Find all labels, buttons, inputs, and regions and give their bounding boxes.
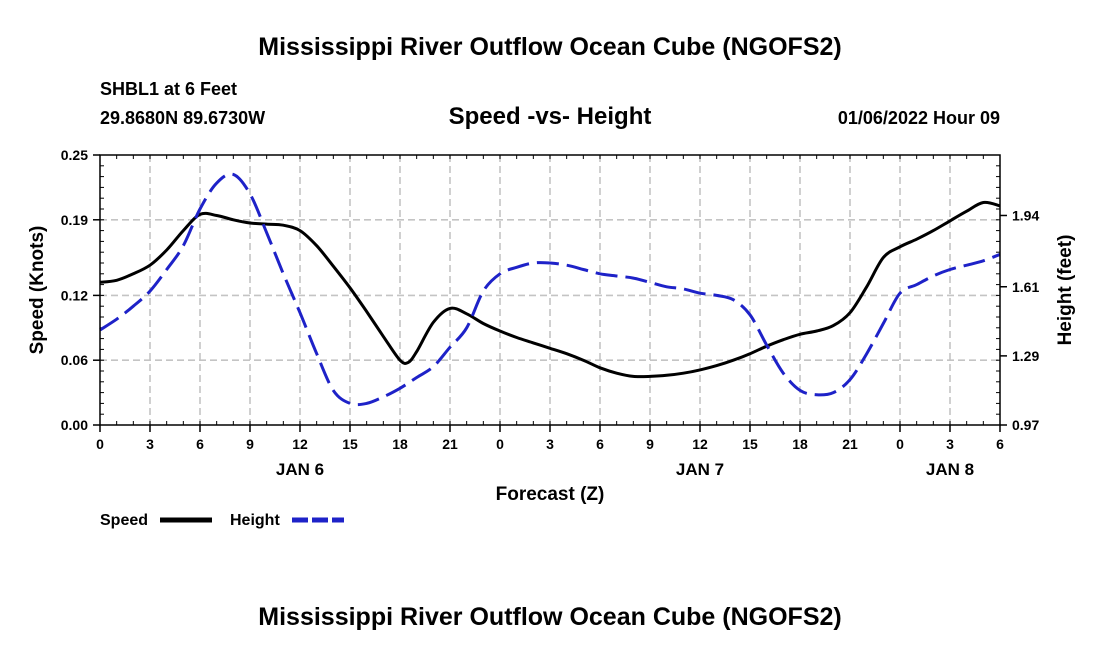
- day-labels: JAN 6 JAN 7 JAN 8: [276, 460, 974, 479]
- y-left-tick-label: 0.06: [61, 352, 88, 368]
- x-tick-label: 15: [342, 436, 358, 452]
- x-tick-label: 3: [546, 436, 554, 452]
- x-tick-label: 3: [946, 436, 954, 452]
- day-label: JAN 7: [676, 460, 724, 479]
- location-label: 29.8680N 89.6730W: [100, 108, 265, 128]
- y-left-tick-label: 0.19: [61, 212, 88, 228]
- y-right-tick-label: 1.29: [1012, 348, 1039, 364]
- x-axis-ticks: 0 3 6 9 12 15 18 21 0 3 6 9 12 15 18 21 0 3 6: [96, 425, 1004, 452]
- x-tick-label: 0: [496, 436, 504, 452]
- y-left-tick-label: 0.12: [61, 287, 88, 303]
- x-tick-label: 9: [246, 436, 254, 452]
- y-right-tick-label: 0.97: [1012, 417, 1039, 433]
- x-tick-label: 6: [596, 436, 604, 452]
- x-tick-label: 18: [392, 436, 408, 452]
- chart-subtitle: Speed -vs- Height: [449, 103, 652, 130]
- x-tick-label: 12: [692, 436, 708, 452]
- y-left-axis-ticks: 0.00 0.06 0.12 0.19 0.25: [61, 147, 100, 433]
- series-line-speed: [99, 200, 1001, 379]
- y-left-tick-label: 0.00: [61, 417, 88, 433]
- footer-title: Mississippi River Outflow Ocean Cube (NG…: [258, 603, 841, 631]
- series-layer: [99, 172, 1001, 407]
- x-axis-label: Forecast (Z): [496, 484, 605, 505]
- day-label: JAN 8: [926, 460, 974, 479]
- legend-label-speed: Speed: [100, 512, 148, 529]
- x-tick-label: 21: [442, 436, 458, 452]
- x-tick-label: 0: [896, 436, 904, 452]
- station-label: SHBL1 at 6 Feet: [100, 79, 237, 99]
- x-tick-label: 18: [792, 436, 808, 452]
- y-left-axis-label: Speed (Knots): [27, 226, 48, 355]
- grid-lines: [100, 155, 1000, 425]
- x-tick-label: 9: [646, 436, 654, 452]
- x-tick-label: 15: [742, 436, 758, 452]
- x-tick-label: 6: [996, 436, 1004, 452]
- day-label: JAN 6: [276, 460, 324, 479]
- x-tick-label: 12: [292, 436, 308, 452]
- legend-label-height: Height: [230, 512, 280, 529]
- y-right-tick-label: 1.94: [1012, 207, 1039, 223]
- x-tick-label: 6: [196, 436, 204, 452]
- x-tick-label: 21: [842, 436, 858, 452]
- timestamp-label: 01/06/2022 Hour 09: [838, 108, 1000, 128]
- y-right-axis-label: Height (feet): [1055, 235, 1076, 346]
- x-tick-label: 0: [96, 436, 104, 452]
- legend: Speed Height: [100, 512, 344, 529]
- y-left-tick-label: 0.25: [61, 147, 88, 163]
- y-right-axis-ticks: 0.97 1.29 1.61 1.94: [1000, 207, 1039, 433]
- y-right-tick-label: 1.61: [1012, 279, 1039, 295]
- chart-title: Mississippi River Outflow Ocean Cube (NG…: [258, 33, 841, 61]
- series-line-height: [99, 172, 1001, 407]
- x-tick-label: 3: [146, 436, 154, 452]
